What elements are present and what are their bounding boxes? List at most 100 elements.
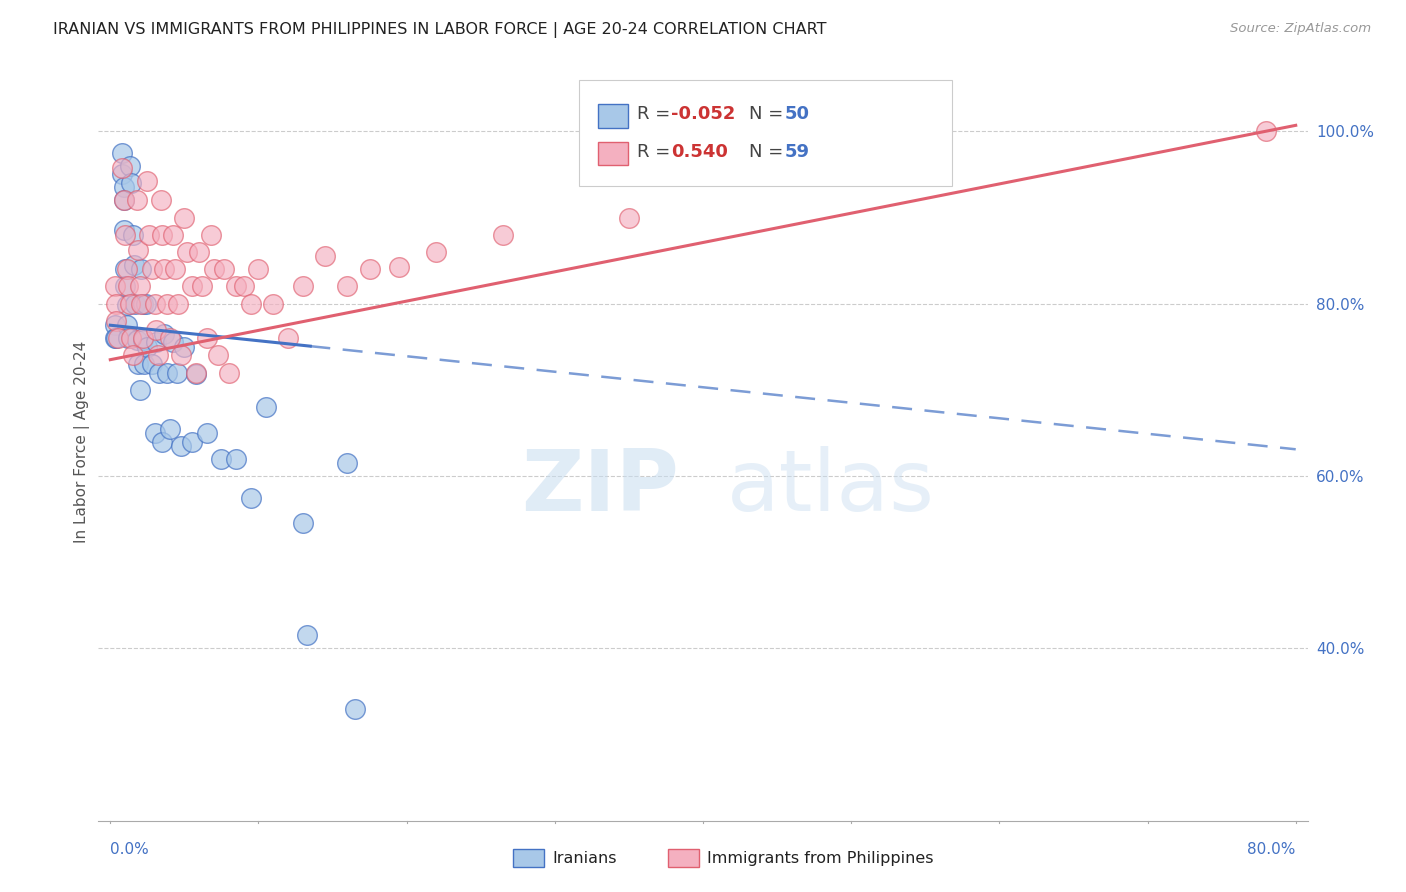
Point: [291, 516, 314, 531]
Point: [176, 245, 198, 260]
Text: 59: 59: [785, 143, 810, 161]
Point: [132, 333, 155, 347]
Point: [186, 366, 208, 380]
Point: [170, 348, 193, 362]
Point: [124, 296, 146, 310]
Point: [117, 279, 139, 293]
Point: [138, 227, 160, 242]
Point: [104, 318, 127, 333]
Text: 50: 50: [785, 105, 810, 123]
Point: [111, 168, 134, 182]
Point: [125, 333, 148, 347]
Point: [170, 439, 193, 453]
Point: [148, 366, 170, 380]
Point: [1254, 124, 1277, 138]
Point: [150, 227, 173, 242]
Point: [114, 262, 136, 277]
Point: [152, 262, 174, 277]
Point: [225, 279, 247, 293]
Point: [105, 314, 128, 328]
Text: R =: R =: [637, 105, 676, 123]
Point: [155, 296, 177, 310]
Point: [149, 194, 172, 208]
Point: [131, 296, 153, 310]
Point: [225, 451, 247, 466]
Point: [191, 279, 214, 293]
Point: [129, 383, 152, 397]
Point: [297, 628, 319, 642]
Point: [129, 279, 152, 293]
Point: [145, 335, 167, 350]
Point: [105, 331, 128, 345]
Text: 0.0%: 0.0%: [110, 842, 149, 857]
Point: [112, 194, 135, 208]
Point: [277, 331, 299, 345]
Point: [166, 366, 188, 380]
Point: [173, 211, 195, 225]
Point: [359, 262, 381, 277]
Point: [125, 194, 148, 208]
Point: [291, 279, 314, 293]
Point: [145, 322, 167, 336]
Point: [115, 318, 138, 333]
Point: [240, 491, 263, 505]
Point: [136, 340, 159, 354]
Point: [118, 159, 141, 173]
Text: 0.540: 0.540: [671, 143, 727, 161]
Point: [132, 331, 155, 345]
Point: [425, 245, 447, 260]
Point: [112, 223, 135, 237]
Point: [207, 348, 229, 362]
Point: [112, 180, 135, 194]
Point: [127, 244, 149, 258]
Text: Immigrants from Philippines: Immigrants from Philippines: [707, 851, 934, 865]
Point: [120, 176, 142, 190]
Point: [152, 326, 174, 341]
Point: [617, 211, 640, 225]
Text: N =: N =: [749, 105, 789, 123]
Point: [141, 262, 163, 277]
Point: [112, 194, 135, 208]
Point: [143, 425, 166, 440]
Text: Source: ZipAtlas.com: Source: ZipAtlas.com: [1230, 22, 1371, 36]
Point: [143, 296, 166, 310]
Point: [254, 400, 277, 414]
Point: [262, 296, 284, 310]
Point: [114, 279, 136, 293]
Point: [135, 296, 157, 310]
Point: [121, 227, 143, 242]
Point: [162, 335, 184, 350]
Point: [111, 161, 134, 175]
Text: 80.0%: 80.0%: [1247, 842, 1296, 857]
Text: atlas: atlas: [727, 445, 935, 529]
Point: [209, 451, 232, 466]
Point: [180, 279, 202, 293]
Point: [115, 262, 138, 277]
Point: [150, 434, 173, 449]
Point: [195, 331, 218, 345]
Point: [134, 357, 156, 371]
Point: [314, 249, 336, 263]
Y-axis label: In Labor Force | Age 20-24: In Labor Force | Age 20-24: [75, 341, 90, 542]
Point: [159, 422, 181, 436]
Point: [111, 145, 134, 160]
Point: [165, 262, 187, 277]
Point: [214, 262, 236, 277]
Text: Iranians: Iranians: [553, 851, 617, 865]
Point: [131, 262, 153, 277]
Point: [186, 368, 208, 382]
Point: [121, 348, 143, 362]
Point: [240, 296, 263, 310]
Point: [155, 366, 177, 380]
Point: [132, 296, 155, 310]
Point: [388, 260, 411, 275]
Point: [492, 227, 515, 242]
Point: [104, 279, 127, 293]
Point: [104, 331, 127, 345]
Point: [200, 227, 222, 242]
Point: [336, 279, 359, 293]
Point: [120, 331, 142, 345]
Point: [336, 456, 359, 470]
Point: [195, 425, 218, 440]
Point: [141, 357, 163, 371]
